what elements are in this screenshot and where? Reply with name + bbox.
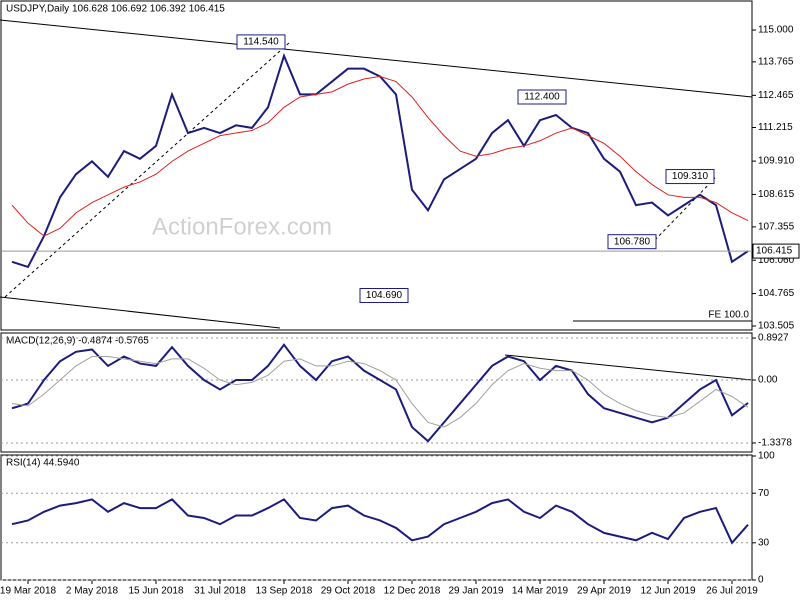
chart-title: USDJPY,Daily 106.628 106.692 106.392 106…	[6, 4, 225, 15]
y-tick-label: 115.000	[758, 25, 794, 36]
x-tick-label: 29 Apr 2019	[577, 586, 631, 597]
macd-title: MACD(12,26,9) -0.4874 -0.5765	[6, 336, 149, 347]
projection-line	[4, 41, 291, 298]
x-tick-label: 12 Jun 2019	[640, 586, 695, 597]
x-tick-label: 19 Mar 2018	[0, 586, 57, 597]
y-tick-label: 0.00	[758, 375, 778, 386]
y-tick-label: 30	[758, 537, 770, 548]
price-panel	[0, 0, 753, 331]
y-tick-label: 106.060	[758, 255, 795, 266]
annotation-label: 114.540	[243, 37, 279, 48]
series-line	[11, 498, 749, 545]
fe-label: FE 100.0	[708, 310, 749, 321]
channel-lower	[0, 296, 281, 329]
channel-upper	[0, 19, 753, 98]
y-tick-label: -1.3378	[758, 438, 792, 449]
macd-panel	[0, 332, 753, 453]
y-tick-label: 111.215	[758, 122, 793, 133]
x-tick-label: 12 Dec 2018	[384, 586, 441, 597]
x-tick-label: 2 May 2018	[66, 586, 119, 597]
y-tick-label: 103.505	[758, 321, 795, 332]
annotation-label: 106.780	[614, 236, 651, 247]
annotation-label: 104.690	[366, 290, 403, 301]
series-line	[11, 356, 749, 428]
y-tick-label: 100	[758, 451, 775, 462]
y-tick-label: 108.615	[758, 189, 795, 200]
x-tick-label: 31 Jul 2018	[194, 586, 246, 597]
rsi-title: RSI(14) 44.5940	[6, 458, 80, 469]
x-tick-label: 15 Jun 2018	[128, 586, 183, 597]
y-tick-label: 113.765	[758, 56, 794, 67]
macd-trendline	[504, 354, 753, 381]
annotation-label: 112.400	[524, 92, 560, 103]
annotation-box	[607, 234, 657, 250]
annotation-box	[517, 89, 567, 105]
y-tick-label: 0.8927	[758, 333, 789, 344]
y-tick-label: 112.465	[758, 90, 794, 101]
x-tick-label: 26 Jul 2019	[706, 586, 758, 597]
x-tick-label: 13 Sep 2018	[256, 586, 313, 597]
y-tick-label: 104.765	[758, 288, 795, 299]
x-tick-label: 29 Oct 2018	[321, 586, 376, 597]
annotation-label: 109.310	[672, 171, 709, 182]
x-tick-label: 29 Jan 2019	[448, 586, 503, 597]
y-tick-label: 70	[758, 488, 770, 499]
y-tick-label: 109.910	[758, 156, 795, 167]
annotation-box	[359, 288, 409, 304]
series-line	[11, 343, 749, 443]
series-line	[11, 75, 749, 237]
x-tick-label: 14 Mar 2019	[512, 586, 569, 597]
y-tick-label: 0	[758, 575, 764, 586]
last-price-label: 106.415	[756, 246, 793, 257]
last-price-box	[752, 243, 800, 259]
y-tick-label: 107.355	[758, 222, 795, 233]
watermark: ActionForex.com	[152, 213, 332, 240]
annotation-box	[236, 34, 286, 50]
annotation-box	[665, 169, 715, 185]
projection-line	[654, 177, 716, 241]
